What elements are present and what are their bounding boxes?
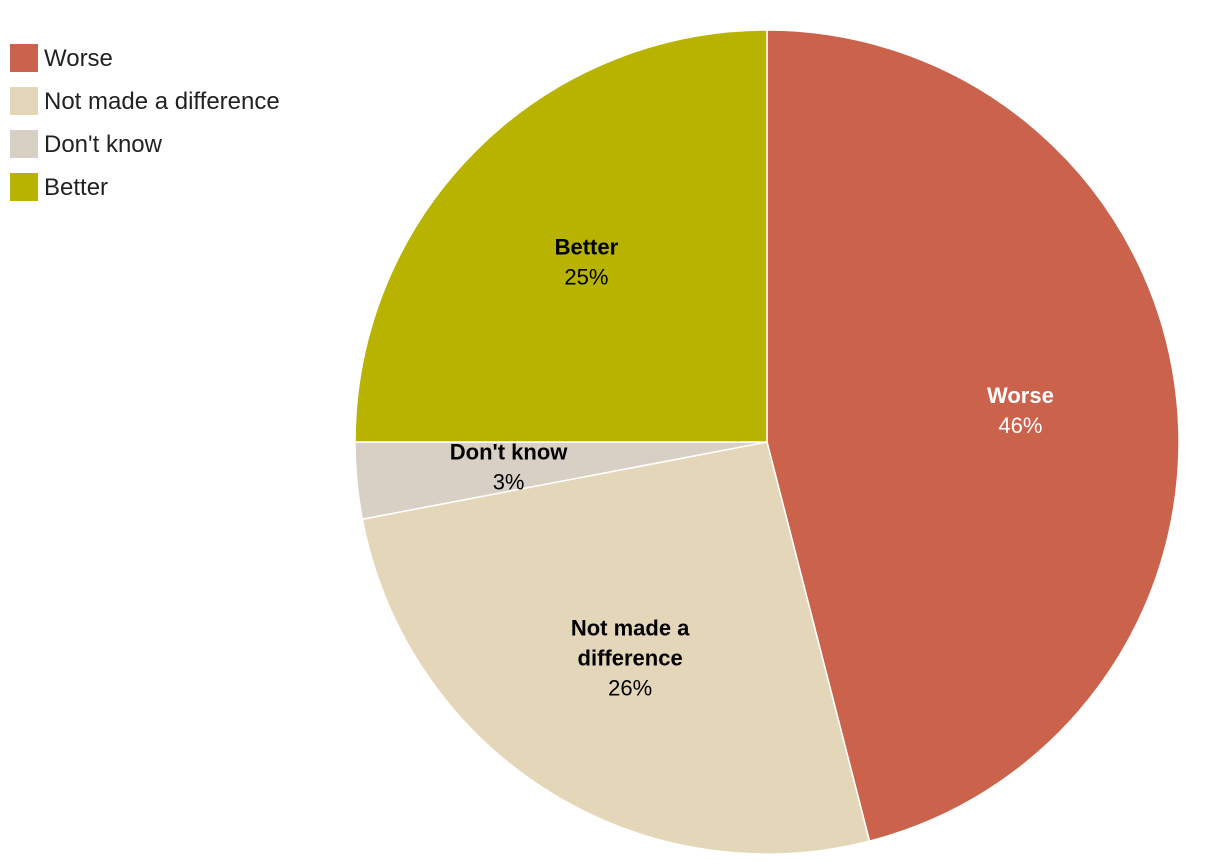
legend-swatch-better [10, 173, 38, 201]
legend-swatch-don-t-know [10, 130, 38, 158]
slice-value-label-better: 25% [564, 264, 608, 289]
slice-name-label-better: Better [555, 234, 619, 259]
legend-label-better: Better [44, 174, 108, 201]
slice-name-label-don-t-know: Don't know [450, 439, 569, 464]
legend-label-worse: Worse [44, 45, 113, 72]
pie-slice-not-made-a-difference [361, 441, 871, 855]
pie-slices [354, 29, 1180, 855]
legend-label-not-made-a-difference: Not made a difference [44, 88, 280, 115]
legend-swatch-worse [10, 44, 38, 72]
pie-slice-better [354, 29, 768, 443]
legend: Worse Not made a difference Don't know Bett… [10, 44, 280, 201]
legend-swatch-not-made-a-difference [10, 87, 38, 115]
slice-name-label-not-made-a-difference: difference [578, 646, 683, 671]
legend-label-don-t-know: Don't know [44, 131, 163, 158]
slice-value-label-worse: 46% [998, 413, 1042, 438]
slice-value-label-not-made-a-difference: 26% [608, 676, 652, 701]
slice-labels: Worse 46% Not made a difference 26% Don't kno… [450, 234, 1054, 700]
slice-name-label-worse: Worse [987, 383, 1054, 408]
pie-slice-worse [766, 29, 1180, 842]
slice-name-label-not-made-a-difference: Not made a [571, 616, 690, 641]
slice-value-label-don-t-know: 3% [493, 469, 525, 494]
